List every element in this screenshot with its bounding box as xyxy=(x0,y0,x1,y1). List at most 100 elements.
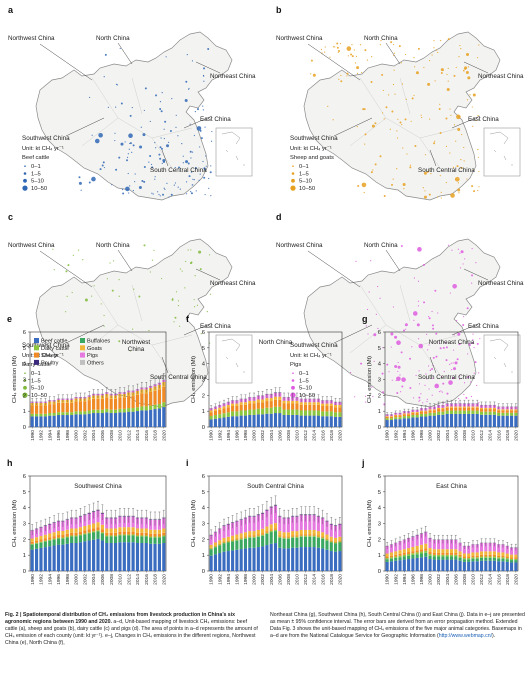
bar-segment xyxy=(411,414,415,418)
emission-dot xyxy=(209,293,212,295)
emission-dot xyxy=(203,67,206,70)
bar-segment xyxy=(389,544,393,553)
bar-segment xyxy=(492,551,496,555)
emission-dot xyxy=(349,371,352,374)
emission-dot xyxy=(202,160,204,163)
bar-segment xyxy=(402,413,406,415)
chart-panel-g: g 0 1 2 3 4 5 6 CH₄ emission (Mt) 1990 1992 1994 199… xyxy=(355,312,526,454)
webmap-link[interactable]: http://www.webmap.cn/ xyxy=(438,633,493,640)
legend-dot xyxy=(291,379,295,382)
bar-segment xyxy=(441,409,445,412)
bar-segment xyxy=(321,518,325,533)
emission-dot xyxy=(357,185,360,188)
legend-unit: Unit: kt CH₄ yr⁻¹ xyxy=(22,353,64,359)
bar-segment xyxy=(419,413,424,417)
emission-dot xyxy=(66,295,68,297)
bar-segment xyxy=(87,413,91,427)
emission-dot xyxy=(142,133,146,137)
emission-dot xyxy=(445,181,447,184)
bar-segment xyxy=(316,537,320,548)
panel-letter: i xyxy=(186,458,189,468)
emission-dot xyxy=(471,185,474,188)
emission-dot xyxy=(91,134,93,136)
bar-segment xyxy=(415,535,419,546)
bar-segment xyxy=(484,411,488,415)
emission-dot xyxy=(177,186,179,188)
emission-dot xyxy=(435,355,438,358)
bar-segment xyxy=(131,408,135,412)
emission-dot xyxy=(115,168,118,171)
emission-dot xyxy=(143,244,146,247)
emission-dot xyxy=(478,186,480,188)
bar-segment xyxy=(316,410,320,416)
china-map xyxy=(35,238,233,408)
x-tick-label: 1990 xyxy=(385,574,391,585)
bar-segment xyxy=(278,537,282,548)
bar-legend-swatch xyxy=(80,352,85,358)
bar-segment xyxy=(213,532,217,543)
bar-segment xyxy=(398,417,402,420)
x-tick-label: 2002 xyxy=(436,574,442,585)
bar-segment xyxy=(222,551,226,571)
bar-segment xyxy=(454,413,458,427)
emission-dot xyxy=(477,149,479,151)
emission-dot xyxy=(126,156,129,158)
bar-segment xyxy=(61,415,65,427)
bar-segment xyxy=(61,402,65,413)
bar-segment xyxy=(501,410,505,413)
country-outline xyxy=(303,238,501,408)
emission-dot xyxy=(191,151,194,153)
bar-segment xyxy=(308,536,312,548)
bar-segment xyxy=(295,536,299,538)
bar-segment xyxy=(35,416,39,427)
emission-dot xyxy=(131,151,133,153)
emission-dot xyxy=(452,283,457,289)
bar-segment xyxy=(501,555,505,558)
x-tick-label: 2002 xyxy=(436,430,442,441)
emission-dot xyxy=(65,270,68,273)
bar-segment xyxy=(329,540,333,542)
emission-dot xyxy=(445,117,448,120)
emission-dot xyxy=(423,66,425,69)
bar-segment xyxy=(492,414,496,427)
bar-segment xyxy=(428,538,432,549)
bar-segment xyxy=(458,410,462,414)
emission-dot xyxy=(152,193,154,195)
emission-dot xyxy=(209,171,212,174)
bar-segment xyxy=(321,538,325,549)
emission-dot xyxy=(93,285,95,287)
x-tick-label: 2018 xyxy=(329,574,335,585)
bar-segment xyxy=(316,531,320,536)
emission-dot xyxy=(401,83,404,85)
bar-segment xyxy=(334,404,338,408)
bar-segment xyxy=(484,551,488,555)
bar-segment xyxy=(286,536,290,538)
bar-segment xyxy=(140,410,144,427)
emission-dot xyxy=(181,270,183,272)
legend-dot xyxy=(23,172,27,175)
bar-segment xyxy=(286,409,290,415)
bar-segment xyxy=(157,529,161,534)
emission-dot xyxy=(431,54,433,56)
emission-dot xyxy=(475,119,477,122)
emission-dot xyxy=(106,278,108,280)
bar-segment xyxy=(419,549,424,552)
bar-segment xyxy=(449,559,454,571)
emission-dot xyxy=(471,248,473,250)
bar-segment xyxy=(248,536,252,538)
bar-segment xyxy=(424,413,428,417)
emission-dot xyxy=(160,137,162,139)
legend-label: 0–1 xyxy=(299,371,309,377)
emission-dot xyxy=(446,87,450,91)
bar-segment xyxy=(488,560,492,571)
bar-segment xyxy=(282,536,286,538)
emission-dot xyxy=(329,56,331,58)
bar-segment xyxy=(334,537,338,542)
emission-dot xyxy=(78,176,81,179)
bar-segment xyxy=(157,389,161,404)
bar-segment xyxy=(415,552,419,555)
bar-segment xyxy=(329,524,333,537)
emission-dot xyxy=(355,55,358,57)
